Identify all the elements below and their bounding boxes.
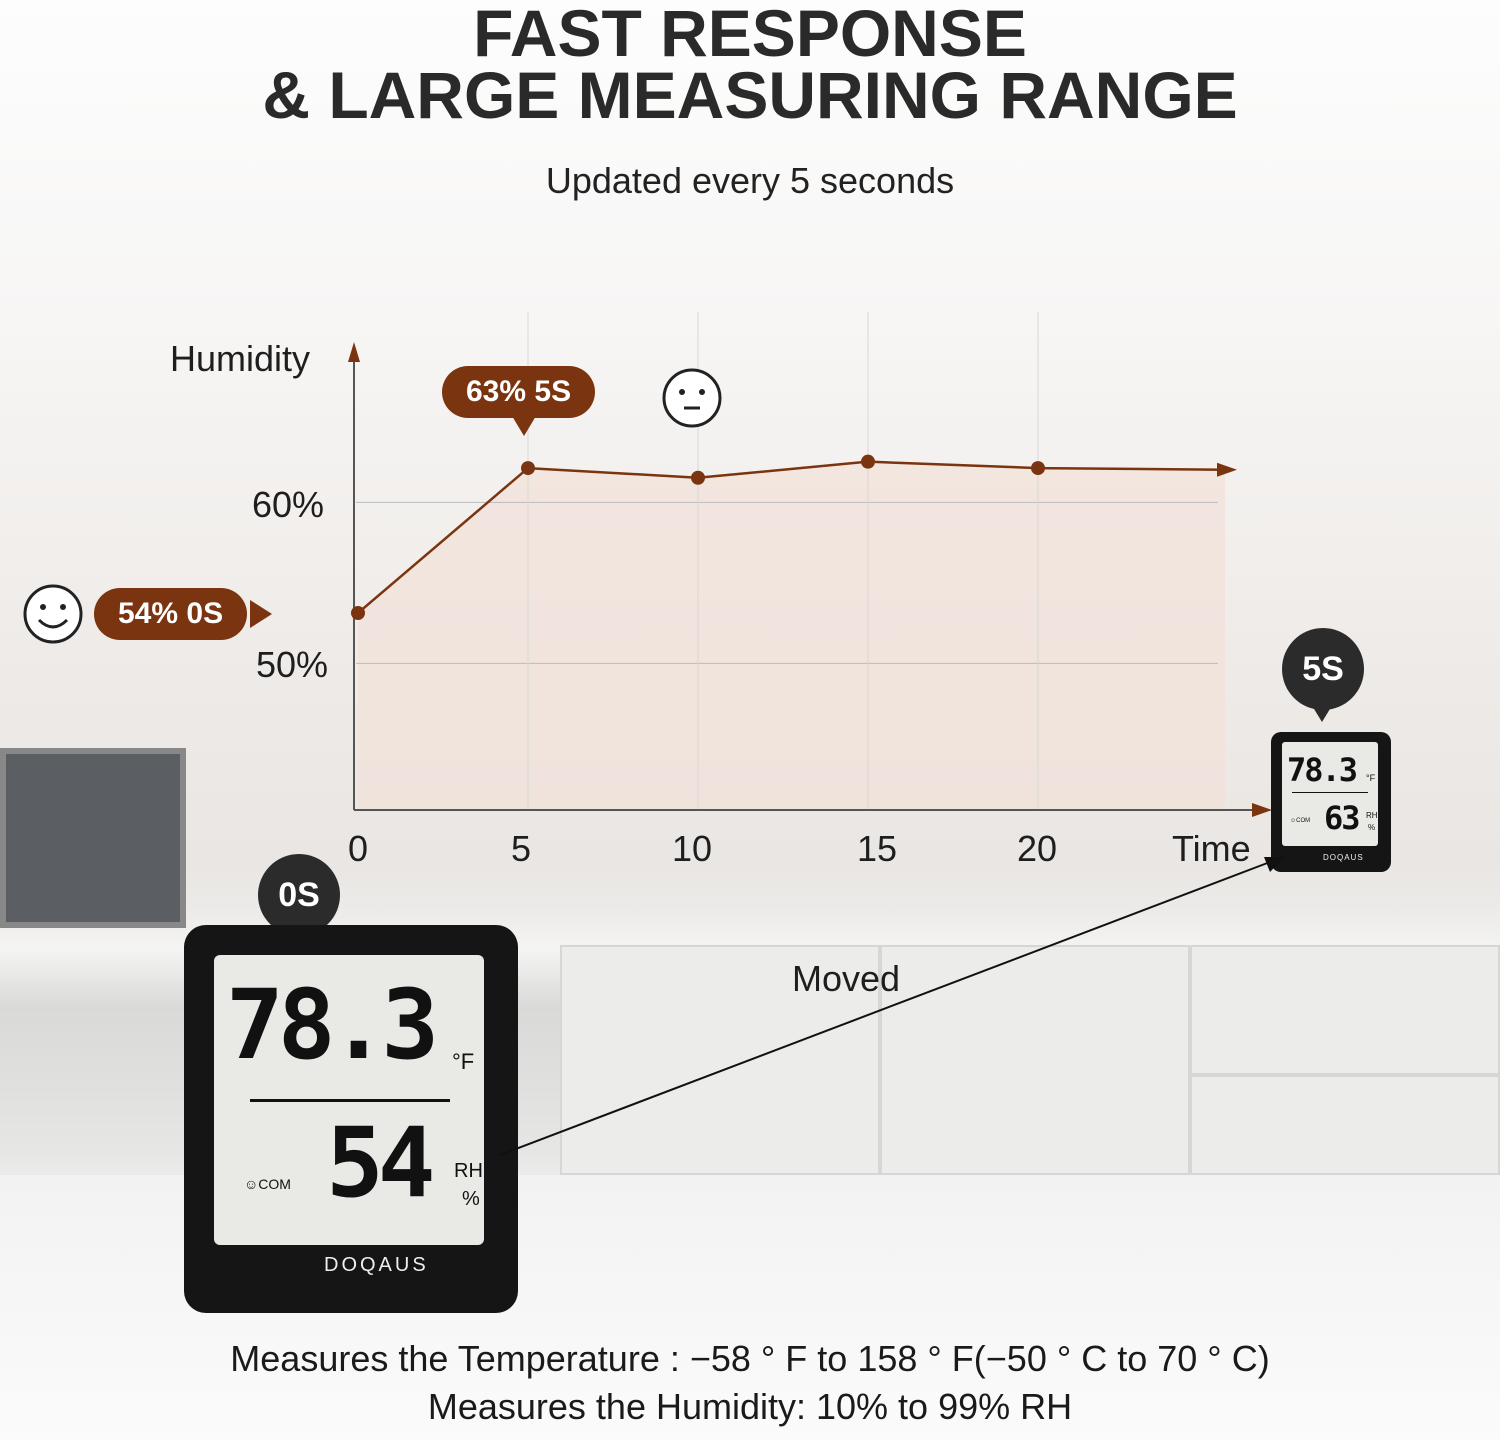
lcd-screen: 78.3 °F 54 RH % ☺COM bbox=[214, 955, 484, 1245]
humidity-chart bbox=[348, 312, 1272, 817]
thermometer-hygrometer-0s: 78.3 °F 54 RH % ☺COM DOQAUS bbox=[184, 925, 518, 1313]
annotation-pointer bbox=[512, 416, 536, 436]
y-axis-label: Humidity bbox=[170, 338, 311, 379]
humidity-reading: 63 bbox=[1324, 799, 1361, 837]
time-badge-5s: 5S bbox=[1282, 628, 1364, 710]
data-point-5s bbox=[521, 461, 535, 476]
area-fill bbox=[358, 461, 1225, 810]
x-axis-label: Time bbox=[1172, 828, 1251, 869]
thermometer-hygrometer-5s: 78.3 °F 63 RH % ☺COM DOQAUS bbox=[1271, 732, 1391, 872]
subtitle: Updated every 5 seconds bbox=[545, 160, 955, 201]
annotation-0s: 54% 0S bbox=[94, 588, 248, 640]
x-tick-0: 0 bbox=[348, 828, 369, 869]
brand-logo: DOQAUS bbox=[324, 1254, 429, 1276]
data-point-10s bbox=[691, 470, 705, 485]
x-axis-arrow bbox=[1252, 803, 1272, 817]
cabinet bbox=[880, 945, 1190, 1175]
comfort-indicator: ☺COM bbox=[1290, 818, 1311, 824]
temperature-reading: 78.3 bbox=[1287, 751, 1358, 789]
temperature-unit: °F bbox=[452, 1049, 475, 1074]
x-tick-15: 15 bbox=[857, 828, 898, 869]
comfort-indicator: ☺COM bbox=[244, 1176, 291, 1192]
y-axis-arrow bbox=[348, 342, 360, 362]
humidity-unit: RH bbox=[1366, 811, 1378, 820]
divider bbox=[1292, 792, 1368, 793]
x-tick-5: 5 bbox=[511, 828, 532, 869]
humidity-reading: 54 bbox=[326, 1107, 436, 1219]
temperature-unit: °F bbox=[1366, 773, 1376, 783]
humidity-unit: RH bbox=[454, 1160, 483, 1182]
annotation-5s: 63% 5S bbox=[442, 366, 596, 418]
x-tick-10: 10 bbox=[672, 828, 713, 869]
divider bbox=[250, 1099, 450, 1102]
brand-logo: DOQAUS bbox=[1323, 853, 1364, 862]
moved-label: Moved bbox=[792, 958, 901, 999]
y-tick-60: 60% bbox=[252, 484, 325, 525]
badge-pointer bbox=[1311, 704, 1333, 722]
humidity-range: Measures the Humidity: 10% to 99% RH bbox=[427, 1386, 1073, 1427]
drawer bbox=[1190, 1075, 1500, 1175]
neutral-face-icon bbox=[662, 368, 722, 428]
y-tick-50: 50% bbox=[256, 644, 329, 685]
lcd-screen: 78.3 °F 63 RH % ☺COM bbox=[1282, 742, 1378, 846]
laptop bbox=[0, 748, 186, 928]
data-point-15s bbox=[861, 454, 875, 469]
temperature-range: Measures the Temperature : −58 ° F to 15… bbox=[230, 1338, 1270, 1379]
title-line-1: FAST RESPONSE bbox=[473, 0, 1027, 70]
line-arrow bbox=[1217, 462, 1237, 477]
x-tick-20: 20 bbox=[1017, 828, 1058, 869]
drawer bbox=[1190, 945, 1500, 1075]
percent-unit: % bbox=[1368, 823, 1376, 832]
data-point-0s bbox=[351, 606, 365, 620]
data-point-20s bbox=[1031, 461, 1045, 476]
percent-unit: % bbox=[462, 1188, 480, 1210]
annotation-pointer bbox=[250, 600, 272, 628]
title-line-2: & LARGE MEASURING RANGE bbox=[262, 58, 1238, 132]
temperature-reading: 78.3 bbox=[226, 969, 439, 1081]
smiling-face-icon bbox=[23, 584, 83, 644]
humidity-line bbox=[357, 460, 1226, 614]
time-badge-0s: 0S bbox=[258, 854, 340, 936]
